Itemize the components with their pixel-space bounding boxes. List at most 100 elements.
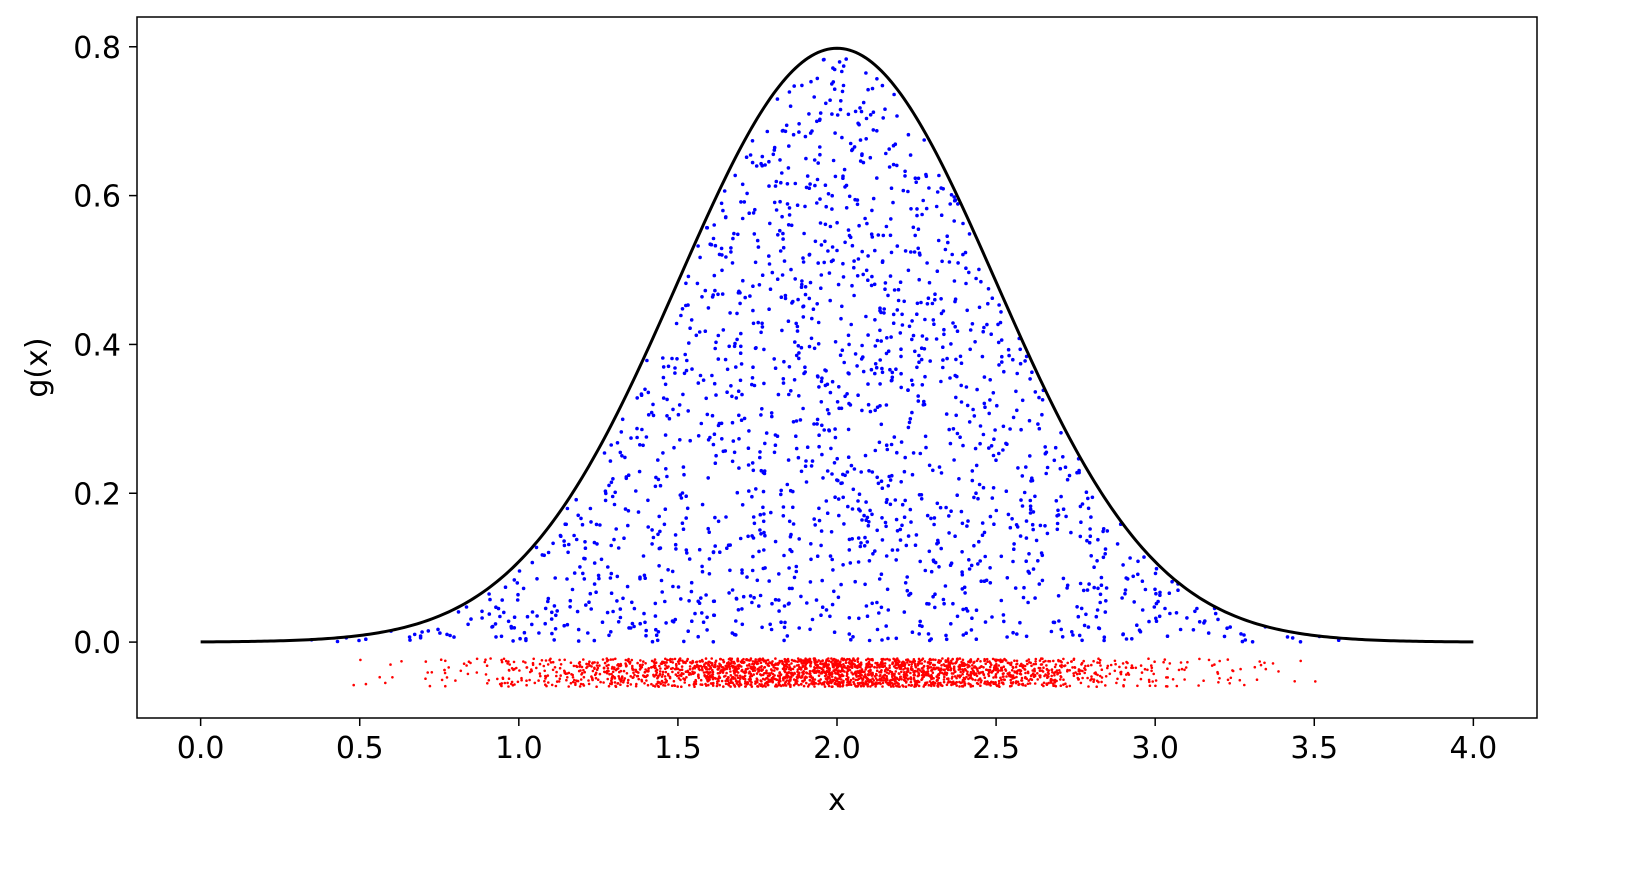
red-point (983, 676, 987, 679)
blue-point (1014, 523, 1019, 527)
red-point (805, 671, 808, 674)
blue-point (744, 155, 749, 159)
blue-point (835, 220, 839, 225)
blue-point (653, 614, 658, 618)
blue-point (879, 572, 884, 576)
blue-point (871, 196, 876, 201)
blue-point (737, 413, 741, 418)
red-point (554, 684, 558, 688)
blue-point (924, 174, 929, 179)
blue-point (964, 281, 968, 286)
blue-point (781, 505, 786, 509)
red-point (875, 669, 879, 672)
blue-point (1137, 628, 1142, 632)
red-point (1066, 661, 1069, 665)
blue-point (666, 568, 670, 572)
blue-point (1007, 353, 1011, 358)
blue-point (814, 598, 819, 602)
blue-point (933, 592, 937, 596)
red-point (1239, 667, 1242, 671)
blue-point (640, 427, 644, 432)
blue-point (886, 349, 891, 354)
red-point (749, 683, 753, 687)
blue-point (696, 381, 701, 385)
blue-point (977, 482, 982, 487)
blue-point (830, 557, 834, 562)
blue-point (846, 427, 851, 432)
blue-point (878, 328, 882, 333)
red-point (660, 675, 664, 678)
red-point (620, 678, 623, 682)
blue-point (859, 541, 863, 545)
red-point (593, 661, 596, 664)
blue-point (1015, 371, 1019, 376)
blue-point (1163, 606, 1167, 611)
blue-point (790, 301, 794, 305)
red-point (789, 683, 792, 687)
red-point (555, 674, 558, 678)
blue-point (776, 233, 780, 237)
red-point (798, 665, 801, 669)
red-point (1059, 678, 1062, 681)
red-point (883, 658, 887, 661)
red-point (1017, 683, 1020, 687)
blue-point (815, 422, 819, 426)
blue-point (1031, 527, 1035, 532)
blue-point (611, 477, 615, 481)
blue-point (724, 515, 728, 519)
red-point (1238, 678, 1242, 682)
red-point (1183, 678, 1186, 681)
blue-point (570, 587, 575, 592)
red-point (578, 685, 582, 688)
red-point (1126, 661, 1129, 665)
blue-point (787, 519, 792, 524)
red-point (1087, 685, 1090, 688)
blue-point (599, 557, 604, 562)
blue-point (693, 611, 697, 616)
blue-point (760, 273, 765, 278)
blue-point (833, 427, 837, 431)
blue-point (887, 165, 892, 169)
red-point (678, 657, 682, 660)
red-point (770, 677, 774, 680)
blue-point (1168, 611, 1172, 616)
blue-point (969, 628, 974, 632)
blue-point (805, 174, 810, 178)
blue-point (941, 309, 946, 313)
blue-point (562, 543, 567, 548)
red-point (1095, 685, 1098, 688)
red-point (778, 659, 782, 663)
blue-point (646, 498, 650, 503)
blue-point (734, 619, 738, 623)
blue-point (829, 446, 833, 451)
red-point (718, 683, 721, 687)
red-point (803, 677, 806, 681)
red-point (950, 683, 953, 687)
red-point (797, 672, 800, 675)
red-point (974, 672, 978, 675)
red-point (902, 671, 906, 674)
red-point (989, 665, 992, 669)
blue-point (959, 400, 964, 404)
red-point (644, 662, 647, 665)
blue-point (773, 366, 778, 371)
red-point (654, 666, 657, 670)
blue-point (750, 534, 754, 538)
red-point (763, 666, 766, 669)
blue-point (794, 321, 798, 326)
red-point (699, 678, 703, 682)
red-point (814, 671, 818, 674)
red-point (891, 674, 894, 677)
blue-point (1098, 592, 1103, 597)
blue-point (1070, 630, 1074, 634)
red-point (692, 682, 696, 686)
red-point (1140, 671, 1144, 674)
blue-point (822, 260, 826, 265)
blue-point (824, 499, 829, 503)
red-point (733, 672, 736, 675)
red-point (605, 671, 609, 675)
blue-point (964, 266, 968, 271)
red-point (818, 679, 821, 683)
red-point (997, 664, 1001, 667)
red-point (1045, 682, 1048, 685)
